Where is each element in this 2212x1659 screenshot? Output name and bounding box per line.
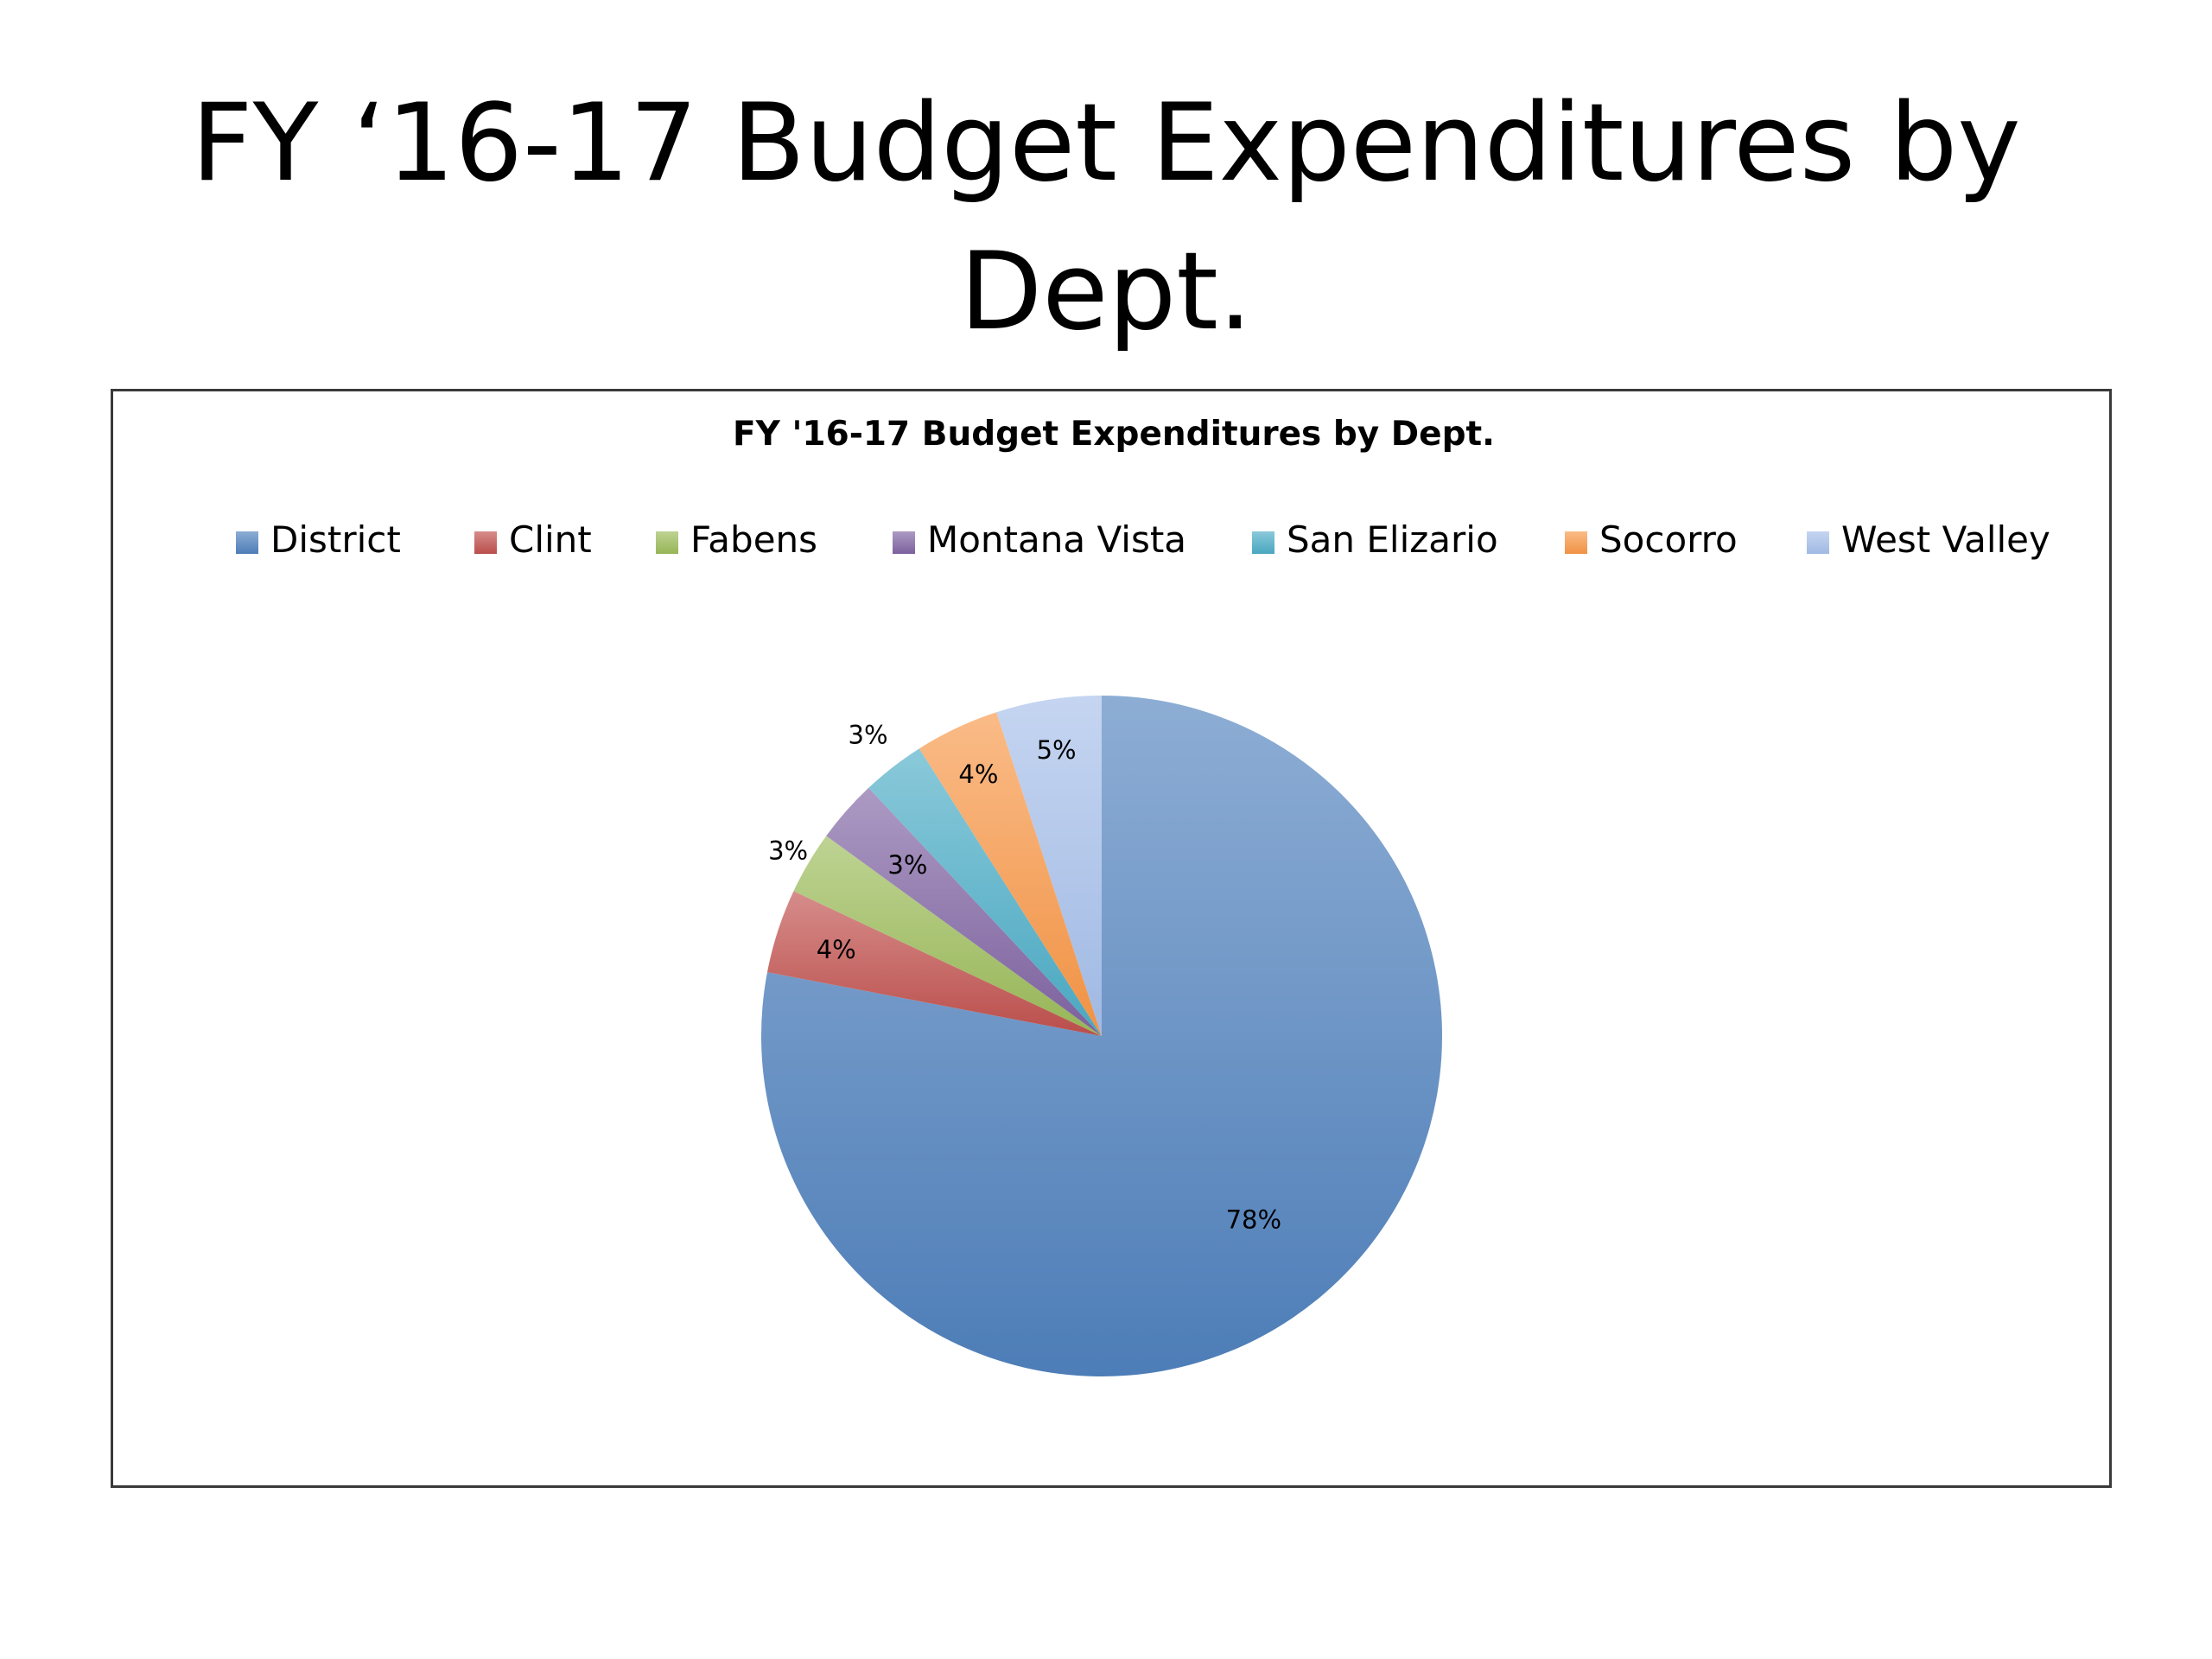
legend-swatch-socorro	[1565, 531, 1587, 554]
data-label-montana-vista: 3%	[887, 850, 927, 880]
data-label-west-valley: 5%	[1037, 735, 1077, 765]
legend-swatch-montana-vista	[893, 531, 915, 554]
pie-chart: FY '16-17 Budget Expenditures by Dept. D…	[236, 415, 2050, 1376]
pie-slices	[760, 696, 1442, 1376]
data-label-clint: 4%	[817, 935, 856, 964]
pie-slice-montana-vista	[826, 787, 1102, 1036]
legend-item-socorro: Socorro	[1565, 518, 1738, 561]
pie-slice-west-valley	[996, 696, 1102, 1036]
legend-label-socorro: Socorro	[1599, 518, 1738, 561]
chart-legend: District Clint Fabens Montana Vista San Eliz…	[236, 518, 2050, 561]
legend-swatch-clint	[474, 531, 497, 554]
chart-frame: FY '16-17 Budget Expenditures by Dept. D…	[111, 389, 2112, 1488]
pie-slice-clint	[766, 891, 1102, 1036]
legend-swatch-district	[236, 531, 258, 554]
data-label-socorro: 4%	[958, 760, 998, 789]
pie-slice-socorro	[918, 712, 1102, 1036]
data-label-fabens: 3%	[768, 836, 808, 865]
legend-label-montana-vista: Montana Vista	[927, 518, 1186, 561]
data-label-district: 78%	[1226, 1205, 1281, 1235]
legend-item-west-valley: West Valley	[1807, 518, 2050, 561]
legend-swatch-west-valley	[1807, 531, 1829, 554]
legend-label-fabens: Fabens	[690, 518, 817, 561]
pie-slice-fabens	[793, 836, 1102, 1036]
legend-item-fabens: Fabens	[656, 518, 817, 561]
legend-item-clint: Clint	[474, 518, 592, 561]
slide-title: FY ‘16-17 Budget Expenditures by Dept.	[191, 81, 2021, 354]
legend-label-san-elizario: San Elizario	[1287, 518, 1498, 561]
data-label-san-elizario: 3%	[849, 720, 888, 749]
legend-swatch-san-elizario	[1252, 531, 1274, 554]
legend-swatch-fabens	[656, 531, 678, 554]
chart-title: FY '16-17 Budget Expenditures by Dept.	[733, 415, 1495, 454]
legend-item-san-elizario: San Elizario	[1252, 518, 1498, 561]
pie-slice-san-elizario	[868, 748, 1102, 1036]
legend-item-district: District	[236, 518, 401, 561]
legend-label-clint: Clint	[509, 518, 592, 561]
pie-slice-district	[760, 696, 1442, 1376]
legend-item-montana-vista: Montana Vista	[893, 518, 1186, 561]
legend-label-district: District	[270, 518, 401, 561]
legend-label-west-valley: West Valley	[1841, 518, 2050, 561]
data-labels: 78% 4% 3% 3% 3% 4% 5%	[768, 720, 1281, 1234]
